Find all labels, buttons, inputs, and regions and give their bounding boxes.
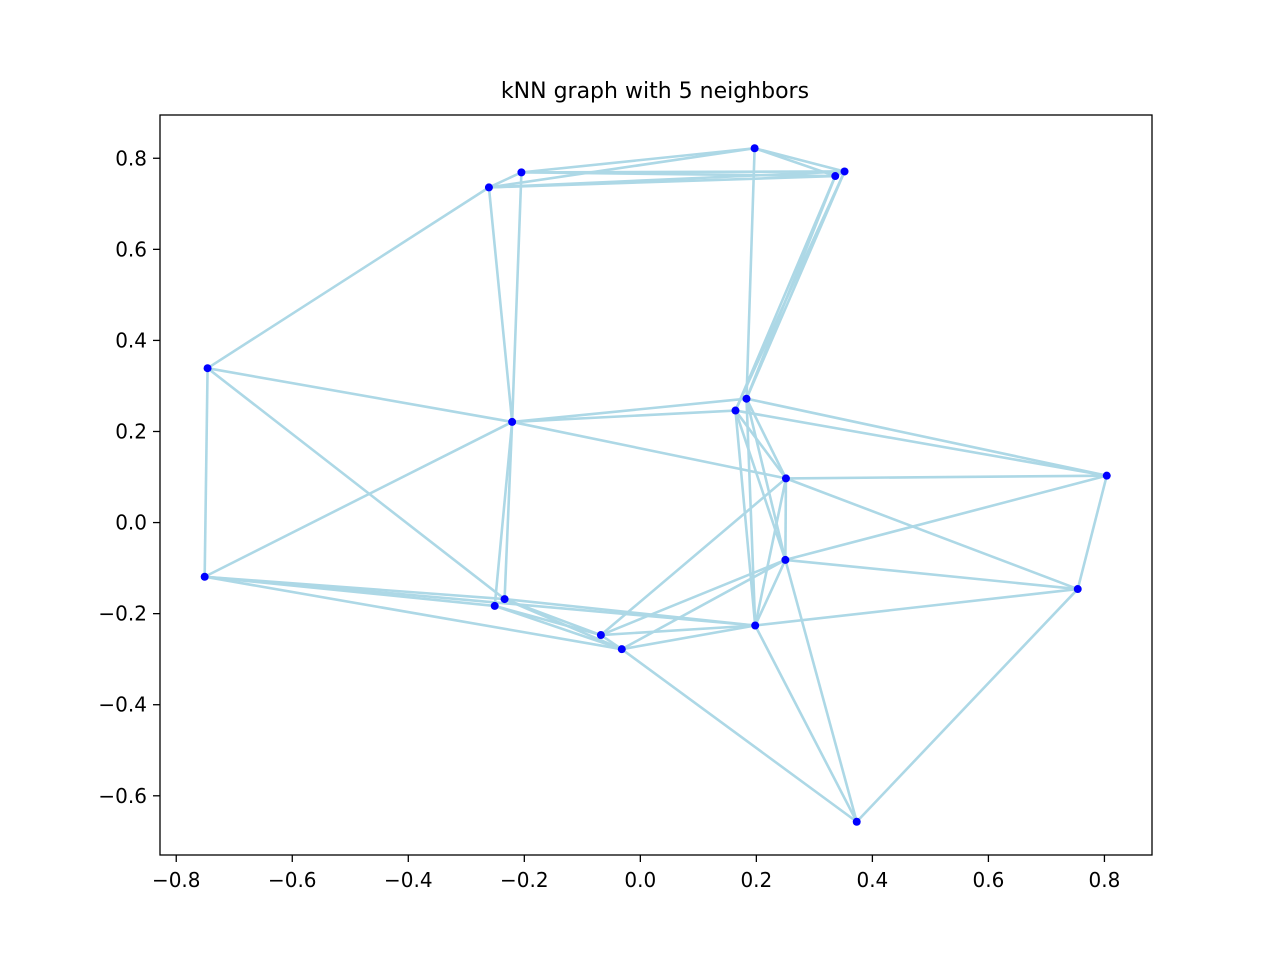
x-tick-label: 0.0	[624, 868, 656, 892]
graph-edge	[488, 174, 836, 189]
graph-node	[742, 394, 751, 403]
x-axis: −0.8 −0.6 −0.4 −0.2 0.0 0.2 0.4 0.6 0.8	[152, 855, 1120, 892]
graph-edge	[206, 186, 490, 370]
graph-edge	[734, 409, 787, 480]
y-tick-label: −0.4	[98, 693, 147, 717]
graph-edge	[1076, 475, 1109, 590]
graph-edge	[785, 474, 1107, 480]
y-tick-label: 0.0	[115, 511, 147, 535]
graph-node	[781, 474, 790, 483]
graph-node	[490, 601, 499, 610]
y-tick-label: −0.6	[98, 784, 147, 808]
graph-edge	[204, 575, 756, 627]
graph-edge	[203, 368, 209, 577]
graph-edge	[785, 558, 1078, 591]
graph-edge	[204, 575, 622, 651]
x-tick-label: 0.4	[856, 868, 888, 892]
graph-edge	[734, 175, 837, 412]
graph-edge	[621, 624, 756, 651]
graph-edge	[512, 409, 736, 424]
graph-node	[750, 144, 759, 153]
graph-node	[781, 555, 790, 564]
graph-edge	[745, 148, 756, 399]
graph-edge	[510, 172, 523, 422]
graph-edge	[755, 587, 1078, 627]
graph-edge	[745, 398, 788, 479]
edges-layer	[203, 146, 1109, 823]
graph-edge	[753, 478, 788, 626]
graph-node	[596, 631, 605, 640]
graph-node	[508, 417, 517, 426]
graph-edge	[487, 187, 514, 423]
graph-node	[203, 364, 212, 373]
graph-edge	[494, 604, 623, 651]
graph-edge	[521, 171, 836, 178]
graph-edge	[204, 420, 513, 578]
x-tick-label: −0.8	[152, 868, 201, 892]
graph-edge	[621, 558, 786, 651]
graph-edge	[754, 624, 858, 823]
graph-node	[840, 167, 849, 176]
graph-node	[617, 645, 626, 654]
graph-edge	[855, 588, 1079, 823]
graph-edge	[735, 409, 1107, 477]
graph-edge	[493, 421, 514, 607]
graph-node	[831, 172, 840, 181]
graph-edge	[734, 410, 757, 626]
x-tick-label: 0.6	[973, 868, 1005, 892]
y-tick-label: 0.6	[115, 237, 147, 261]
graph-node	[731, 406, 740, 415]
graph-edge	[754, 559, 787, 627]
graph-edge	[600, 477, 787, 637]
graph-edge	[745, 398, 787, 561]
y-tick-label: 0.2	[115, 419, 147, 443]
graph-edge	[746, 397, 1108, 477]
graph-node	[517, 168, 526, 177]
x-tick-label: −0.2	[500, 868, 549, 892]
graph-node	[500, 595, 509, 604]
graph-node	[1073, 585, 1082, 594]
x-tick-label: −0.4	[384, 868, 433, 892]
graph-node	[1102, 471, 1111, 480]
x-tick-label: −0.6	[268, 868, 317, 892]
graph-edge	[512, 397, 747, 424]
y-axis: −0.6 −0.4 −0.2 0.0 0.2 0.4 0.6 0.8	[98, 146, 160, 808]
graph-edge	[488, 171, 522, 189]
graph-edge	[621, 648, 858, 823]
graph-edge	[511, 420, 787, 480]
graph-edge	[600, 558, 786, 637]
graph-edge	[206, 367, 506, 601]
graph-node	[200, 572, 209, 581]
graph-edge	[784, 559, 858, 823]
y-tick-label: −0.2	[98, 602, 147, 626]
y-tick-label: 0.4	[115, 328, 147, 352]
graph-edge	[785, 474, 1108, 562]
graph-edge	[745, 398, 757, 626]
graph-node	[852, 817, 861, 826]
x-tick-label: 0.2	[740, 868, 772, 892]
y-tick-label: 0.8	[115, 146, 147, 170]
graph-edge	[521, 146, 755, 174]
graph-edge	[488, 146, 755, 189]
graph-node	[751, 621, 760, 630]
graph-edge	[600, 624, 756, 637]
graph-edge	[785, 477, 1079, 591]
graph-edge	[207, 366, 513, 424]
graph-edge	[784, 478, 788, 560]
graph-node	[484, 183, 493, 192]
x-tick-label: 0.8	[1089, 868, 1121, 892]
nodes-layer	[200, 144, 1111, 826]
graph-edge	[504, 597, 756, 627]
chart-title: kNN graph with 5 neighbors	[501, 79, 809, 104]
graph-edge	[600, 633, 623, 651]
graph-edge	[503, 421, 514, 600]
graph-edge	[734, 410, 787, 561]
plot-area-frame	[159, 114, 1153, 856]
